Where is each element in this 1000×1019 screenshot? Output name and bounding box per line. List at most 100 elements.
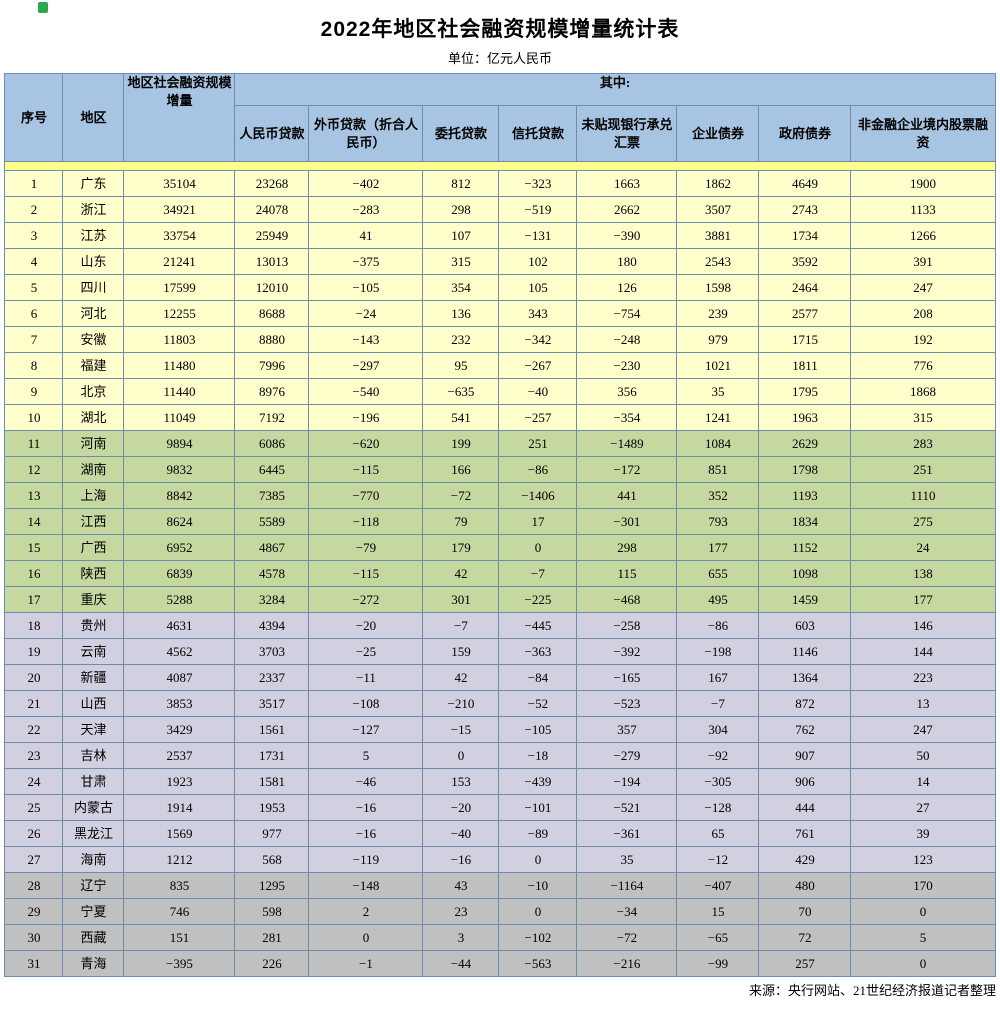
cell-value: −72 [422,482,500,509]
cell-value: 23 [422,898,500,925]
cell-value: −342 [498,326,578,353]
cell-value: 1133 [850,196,996,223]
cell-serial: 14 [4,508,64,535]
cell-value: −115 [308,560,424,587]
cell-value: 65 [676,820,760,847]
cell-value: −46 [308,768,424,795]
cell-region: 四川 [62,274,125,301]
cell-value: −445 [498,612,578,639]
cell-value: 138 [850,560,996,587]
cell-value: 27 [850,794,996,821]
cell-value: 8880 [234,326,310,353]
cell-serial: 10 [4,404,64,431]
header-row-top: 序号 地区 地区社会融资规模增量 其中: [4,73,996,162]
cell-value: 3703 [234,638,310,665]
cell-value: −279 [576,742,678,769]
cell-value: −301 [576,508,678,535]
cell-value: −257 [498,404,578,431]
cell-value: 41 [308,222,424,249]
cell-serial: 9 [4,378,64,405]
cell-value: 8976 [234,378,310,405]
table-row: 25 内蒙古 1914 1953 −16 −20 −101 −521 −128 444 27 [4,794,996,821]
table-row: 20 新疆 4087 2337 −11 42 −84 −165 167 1364 223 [4,664,996,691]
cell-value: 153 [422,768,500,795]
cell-value: −131 [498,222,578,249]
header-total: 地区社会融资规模增量 [123,73,236,162]
cell-region: 广西 [62,534,125,561]
cell-serial: 1 [4,170,64,197]
cell-value: 50 [850,742,996,769]
cell-value: 1459 [758,586,852,613]
cell-value: −267 [498,352,578,379]
cell-value: −540 [308,378,424,405]
cell-value: 977 [234,820,310,847]
cell-region: 黑龙江 [62,820,125,847]
cell-value: −16 [308,794,424,821]
cell-value: 167 [676,664,760,691]
cell-value: 11049 [123,404,236,431]
table-body: 1 广东 35104 23268 −402 812 −323 1663 1862 4649 1900… [4,161,996,977]
table-row: 12 湖南 9832 6445 −115 166 −86 −172 851 1798 251 [4,456,996,483]
cell-value: 8624 [123,508,236,535]
header-col-2: 委托贷款 [422,105,500,162]
cell-value: −563 [498,950,578,977]
cell-value: 1731 [234,742,310,769]
cell-value: 9894 [123,430,236,457]
cell-value: 0 [850,950,996,977]
cell-value: 1561 [234,716,310,743]
cell-value: 444 [758,794,852,821]
cell-value: 70 [758,898,852,925]
cell-serial: 18 [4,612,64,639]
cell-value: 3507 [676,196,760,223]
cell-value: 146 [850,612,996,639]
cell-region: 重庆 [62,586,125,613]
cell-value: 391 [850,248,996,275]
cell-serial: 12 [4,456,64,483]
cell-value: 247 [850,274,996,301]
cell-value: 1110 [850,482,996,509]
cell-value: −635 [422,378,500,405]
cell-value: −105 [498,716,578,743]
header-group: 其中: [234,73,996,106]
cell-value: 21241 [123,248,236,275]
cell-value: 1598 [676,274,760,301]
cell-value: 3592 [758,248,852,275]
cell-value: −44 [422,950,500,977]
cell-value: 223 [850,664,996,691]
cell-value: 1663 [576,170,678,197]
cell-value: 1021 [676,352,760,379]
cell-value: 3429 [123,716,236,743]
cell-value: 170 [850,872,996,899]
cell-value: 43 [422,872,500,899]
cell-value: 1146 [758,638,852,665]
cell-region: 上海 [62,482,125,509]
cell-region: 天津 [62,716,125,743]
cell-value: 144 [850,638,996,665]
cell-value: 151 [123,924,236,951]
cell-value: 4867 [234,534,310,561]
cell-value: 15 [676,898,760,925]
cell-value: 357 [576,716,678,743]
cell-value: 356 [576,378,678,405]
cell-value: 177 [676,534,760,561]
cell-value: 12255 [123,300,236,327]
cell-value: 5288 [123,586,236,613]
table-row: 31 青海 −395 226 −1 −44 −563 −216 −99 257 0 [4,950,996,977]
cell-value: 2743 [758,196,852,223]
cell-value: 177 [850,586,996,613]
cell-value: 14 [850,768,996,795]
cell-value: −128 [676,794,760,821]
cell-value: −24 [308,300,424,327]
cell-value: 5 [308,742,424,769]
cell-value: −196 [308,404,424,431]
cell-value: −102 [498,924,578,951]
cell-value: 9832 [123,456,236,483]
cell-value: −89 [498,820,578,847]
cell-serial: 11 [4,430,64,457]
cell-value: 35104 [123,170,236,197]
cell-value: 281 [234,924,310,951]
cell-value: −1489 [576,430,678,457]
header-col-3: 信托贷款 [498,105,578,162]
cell-value: 1963 [758,404,852,431]
cell-value: 315 [422,248,500,275]
